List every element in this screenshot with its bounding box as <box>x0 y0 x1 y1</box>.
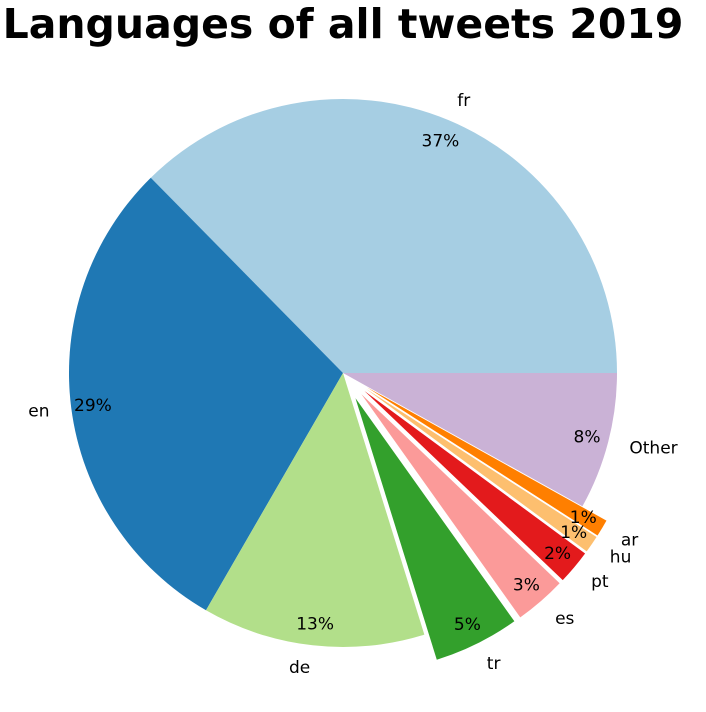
pie-slice-tr <box>355 398 515 660</box>
pie-slice-other <box>343 373 617 507</box>
pie-name-label-ar: ar <box>621 530 638 550</box>
pie-name-label-pt: pt <box>591 572 609 592</box>
pie-slices <box>69 98 617 660</box>
pie-pct-label-pt: 2% <box>544 544 571 564</box>
pie-name-label-tr: tr <box>487 654 501 674</box>
chart-title: Languages of all tweets 2019 <box>3 0 684 48</box>
pie-slice-pt <box>364 390 586 581</box>
pie-slice-hu <box>366 388 597 552</box>
pie-labels: 37% fr 29% en 13% de 5% tr 3% es 2% pt 1% hu 1% ar 8% Oth… <box>28 91 677 678</box>
pie-pct-label-ar: 1% <box>570 508 597 528</box>
pie-pct-label-tr: 5% <box>454 615 481 635</box>
pie-pct-label-es: 3% <box>513 576 540 596</box>
pie-pct-label-en: 29% <box>74 396 112 416</box>
pie-slice-fr <box>150 98 617 374</box>
pie-name-label-en: en <box>28 402 49 422</box>
pie-name-label-de: de <box>289 658 310 678</box>
pie-name-label-hu: hu <box>610 548 632 568</box>
pie-name-label-es: es <box>555 609 574 629</box>
pie-slice-en <box>69 177 343 611</box>
pie-slice-es <box>361 394 560 618</box>
pie-pct-label-other: 8% <box>574 427 601 447</box>
pie-name-label-other: Other <box>629 438 677 458</box>
pie-slice-de <box>206 373 425 647</box>
pie-name-label-fr: fr <box>457 91 470 111</box>
pie-pct-label-fr: 37% <box>422 132 460 152</box>
pie-slice-ar <box>367 387 607 536</box>
pie-pct-label-hu: 1% <box>560 523 587 543</box>
pie-pct-label-de: 13% <box>296 615 334 635</box>
